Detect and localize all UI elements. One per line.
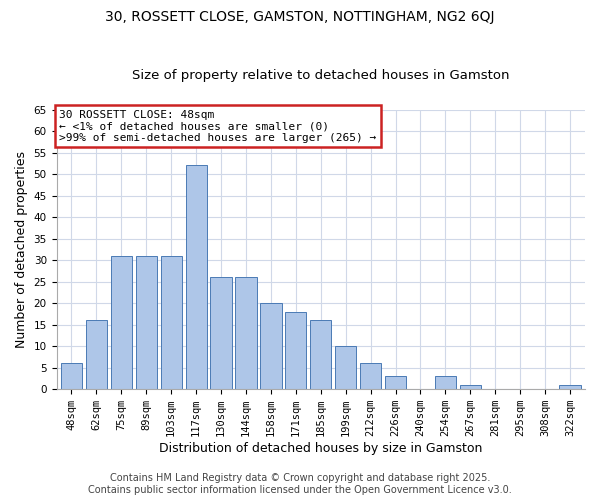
Bar (460, 385, 481, 389)
Text: Contains HM Land Registry data © Crown copyright and database right 2025.
Contai: Contains HM Land Registry data © Crown c… (88, 474, 512, 495)
Bar (235, 278, 257, 389)
Bar (285, 312, 307, 389)
Y-axis label: Number of detached properties: Number of detached properties (15, 151, 28, 348)
Title: Size of property relative to detached houses in Gamston: Size of property relative to detached ho… (132, 69, 509, 82)
Bar (111, 256, 132, 389)
Text: 30, ROSSETT CLOSE, GAMSTON, NOTTINGHAM, NG2 6QJ: 30, ROSSETT CLOSE, GAMSTON, NOTTINGHAM, … (105, 10, 495, 24)
Bar (310, 320, 331, 389)
Bar (335, 346, 356, 389)
Bar (385, 376, 406, 389)
Bar (559, 385, 581, 389)
Bar (185, 166, 207, 389)
X-axis label: Distribution of detached houses by size in Gamston: Distribution of detached houses by size … (159, 442, 482, 455)
Bar (211, 278, 232, 389)
Bar (136, 256, 157, 389)
Bar (61, 364, 82, 389)
Text: 30 ROSSETT CLOSE: 48sqm
← <1% of detached houses are smaller (0)
>99% of semi-de: 30 ROSSETT CLOSE: 48sqm ← <1% of detache… (59, 110, 376, 143)
Bar (360, 364, 381, 389)
Bar (161, 256, 182, 389)
Bar (260, 303, 281, 389)
Bar (435, 376, 456, 389)
Bar (86, 320, 107, 389)
